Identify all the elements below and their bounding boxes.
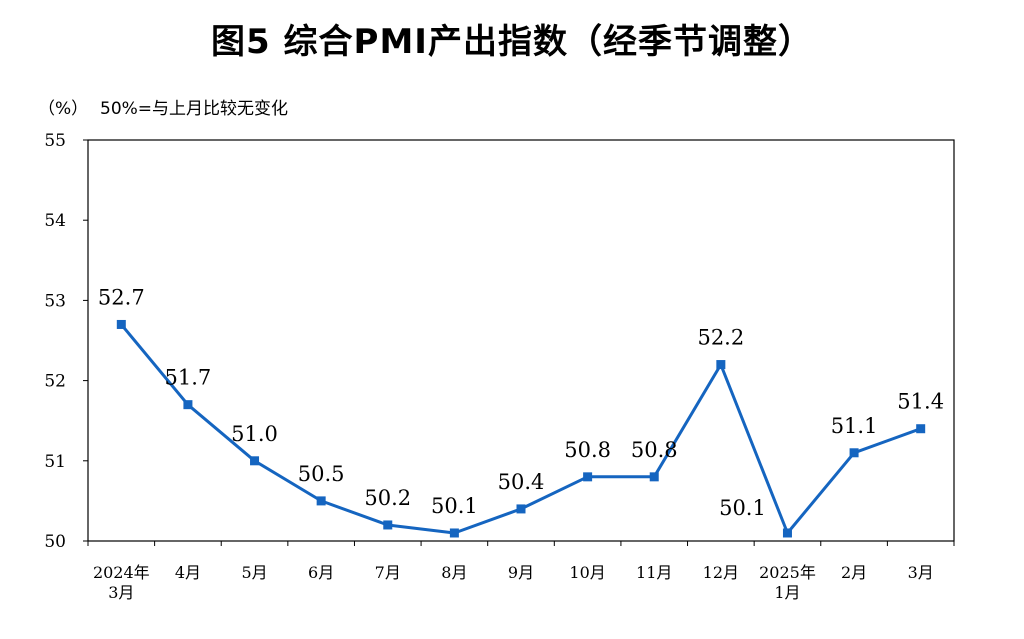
x-tick-label: 7月 (375, 563, 401, 582)
data-label: 51.0 (231, 422, 278, 446)
data-label: 51.4 (897, 390, 944, 414)
data-point-marker (649, 472, 659, 482)
data-point-marker (183, 400, 193, 410)
data-label: 52.7 (98, 285, 145, 309)
baseline-note: 50%=与上月比较无变化 (100, 99, 289, 119)
x-tick-label: 6月 (308, 563, 334, 582)
chart-title: 图5 综合PMI产出指数（经季节调整） (211, 22, 813, 62)
data-label: 50.4 (498, 470, 545, 494)
y-tick-label: 53 (44, 291, 66, 311)
x-tick-label: 5月 (241, 563, 267, 582)
x-tick-label: 3月 (908, 563, 934, 582)
data-label: 52.2 (697, 326, 744, 350)
data-label: 51.7 (165, 366, 212, 390)
data-point-marker (716, 360, 726, 370)
data-label: 50.8 (564, 438, 611, 462)
data-point-marker (849, 448, 859, 458)
y-tick-label: 51 (44, 452, 66, 472)
x-tick-label: 1月 (774, 583, 800, 602)
data-label: 50.1 (719, 496, 766, 520)
data-label: 50.2 (364, 486, 411, 510)
data-label: 50.5 (298, 462, 345, 486)
data-point-marker (516, 504, 526, 514)
data-point-marker (116, 319, 126, 329)
x-tick-label: 3月 (108, 583, 134, 602)
data-label: 50.1 (431, 494, 478, 518)
data-label: 51.1 (831, 414, 878, 438)
x-tick-label: 12月 (703, 563, 739, 582)
plot-frame (87, 139, 955, 542)
data-point-marker (316, 496, 326, 506)
y-tick-label: 55 (44, 131, 66, 151)
data-point-marker (449, 528, 459, 538)
y-tick-label: 52 (44, 372, 66, 392)
data-label: 50.8 (631, 438, 678, 462)
x-tick-label: 2024年 (93, 563, 150, 582)
x-tick-label: 11月 (636, 563, 672, 582)
x-tick-label: 9月 (508, 563, 534, 582)
data-point-marker (250, 456, 260, 466)
x-tick-label: 10月 (569, 563, 605, 582)
y-tick-label: 54 (44, 211, 66, 231)
x-tick-label: 2月 (841, 563, 867, 582)
x-tick-label: 8月 (441, 563, 467, 582)
data-point-marker (383, 520, 393, 530)
data-point-marker (782, 528, 792, 538)
x-tick-label: 2025年 (759, 563, 816, 582)
x-tick-label: 4月 (175, 563, 201, 582)
data-point-marker (916, 424, 926, 434)
y-tick-label: 50 (44, 532, 66, 552)
data-point-marker (583, 472, 593, 482)
y-unit-label: （%） (38, 99, 89, 119)
